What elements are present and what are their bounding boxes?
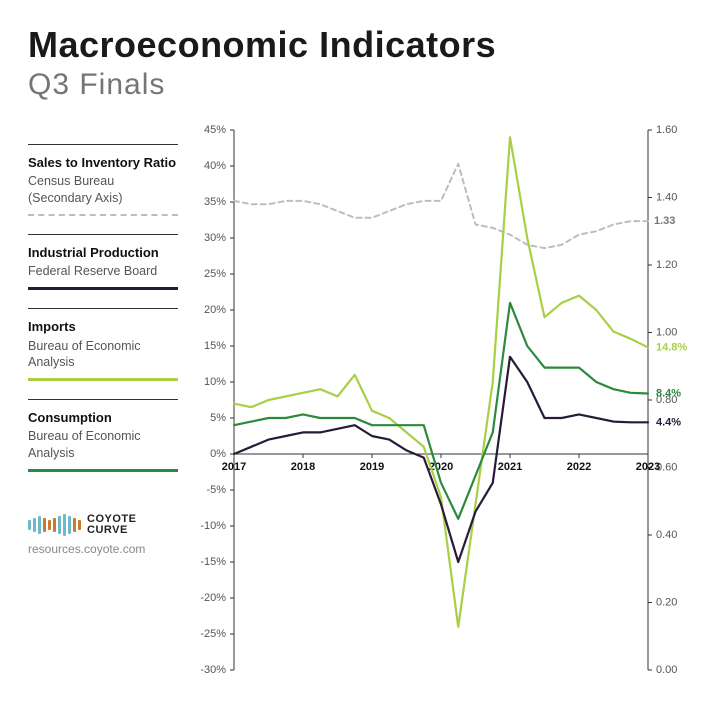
page-subtitle: Q3 Finals [28, 68, 699, 102]
svg-text:45%: 45% [204, 124, 226, 136]
svg-text:2019: 2019 [360, 461, 384, 473]
svg-text:0.20: 0.20 [656, 597, 677, 609]
svg-text:1.00: 1.00 [656, 327, 677, 339]
svg-text:20%: 20% [204, 304, 226, 316]
svg-text:0.40: 0.40 [656, 529, 677, 541]
legend-item: Imports Bureau of Economic Analysis [28, 308, 178, 393]
svg-text:1.20: 1.20 [656, 259, 677, 271]
legend-swatch [28, 469, 178, 472]
content-row: Sales to Inventory Ratio Census Bureau (… [28, 120, 699, 680]
line-chart: -30% -25% -20% -15% -10% -5% 0% 5% 10% 15% 20% 25% 3… [190, 120, 700, 680]
svg-text:-20%: -20% [200, 592, 226, 604]
page-title: Macroeconomic Indicators [28, 24, 699, 66]
series-label-ratio: 1.33 [654, 215, 675, 227]
svg-text:-30%: -30% [200, 664, 226, 676]
svg-text:2022: 2022 [567, 461, 591, 473]
legend-source: Bureau of Economic Analysis [28, 428, 178, 461]
svg-text:2017: 2017 [222, 461, 246, 473]
series-ratio [234, 164, 648, 248]
svg-text:10%: 10% [204, 376, 226, 388]
legend-name: Consumption [28, 410, 178, 426]
legend-panel: Sales to Inventory Ratio Census Bureau (… [28, 120, 178, 680]
svg-text:2018: 2018 [291, 461, 315, 473]
svg-text:25%: 25% [204, 268, 226, 280]
header: Macroeconomic Indicators Q3 Finals [28, 24, 699, 102]
chart-container: -30% -25% -20% -15% -10% -5% 0% 5% 10% 15% 20% 25% 3… [190, 120, 700, 680]
svg-text:40%: 40% [204, 160, 226, 172]
series-imports [234, 137, 648, 627]
brand-url: resources.coyote.com [28, 542, 178, 556]
brand-bars-icon [28, 514, 81, 536]
svg-text:1.40: 1.40 [656, 192, 677, 204]
legend-source: Census Bureau (Secondary Axis) [28, 173, 178, 206]
legend-item: Consumption Bureau of Economic Analysis [28, 399, 178, 484]
brand-block: COYOTE CURVE resources.coyote.com [28, 514, 178, 556]
legend-name: Sales to Inventory Ratio [28, 155, 178, 171]
svg-text:30%: 30% [204, 232, 226, 244]
legend-name: Industrial Production [28, 245, 178, 261]
svg-text:-25%: -25% [200, 628, 226, 640]
svg-text:-10%: -10% [200, 520, 226, 532]
svg-text:-15%: -15% [200, 556, 226, 568]
brand-text: COYOTE CURVE [87, 514, 136, 536]
series-consumption [234, 303, 648, 519]
svg-text:-5%: -5% [206, 484, 226, 496]
series-label-industrial: 4.4% [656, 416, 681, 428]
legend-item: Industrial Production Federal Reserve Bo… [28, 234, 178, 303]
svg-text:0%: 0% [210, 448, 226, 460]
svg-text:2021: 2021 [498, 461, 522, 473]
svg-text:1.60: 1.60 [656, 124, 677, 136]
svg-text:2023: 2023 [636, 461, 660, 473]
svg-text:5%: 5% [210, 412, 226, 424]
svg-text:15%: 15% [204, 340, 226, 352]
series-industrial [234, 357, 648, 562]
series-label-consumption: 8.4% [656, 388, 681, 400]
legend-source: Bureau of Economic Analysis [28, 338, 178, 371]
legend-swatch [28, 287, 178, 290]
brand-logo: COYOTE CURVE [28, 514, 178, 536]
legend-swatch [28, 378, 178, 381]
legend-item: Sales to Inventory Ratio Census Bureau (… [28, 144, 178, 228]
svg-text:35%: 35% [204, 196, 226, 208]
series-label-imports: 14.8% [656, 341, 687, 353]
svg-text:0.00: 0.00 [656, 664, 677, 676]
legend-name: Imports [28, 319, 178, 335]
legend-source: Federal Reserve Board [28, 263, 178, 279]
legend-swatch [28, 214, 178, 216]
